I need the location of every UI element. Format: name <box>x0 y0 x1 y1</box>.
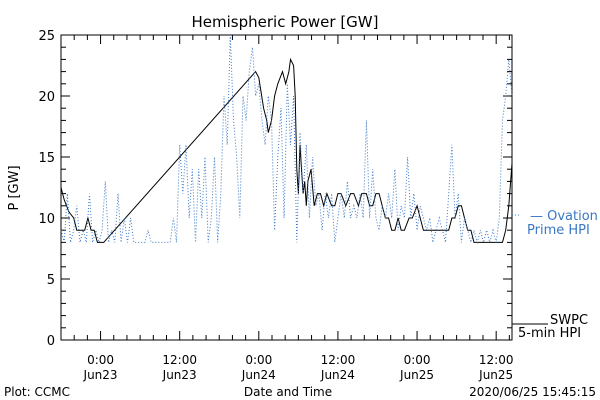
chart-title: Hemispheric Power [GW] <box>192 13 379 31</box>
x-tick-date-label: Jun24 <box>320 368 355 382</box>
y-tick-label: 25 <box>38 29 55 44</box>
y-tick-label: 20 <box>38 90 55 105</box>
legend-ovation-line2: Prime HPI <box>527 223 590 238</box>
y-tick-label: 10 <box>38 212 55 227</box>
x-tick-time-label: 0:00 <box>245 353 272 367</box>
series-layer <box>60 34 513 245</box>
series-line-ovation <box>60 34 513 245</box>
x-tick-time-label: 0:00 <box>87 353 114 367</box>
footer-timestamp: 2020/06/25 15:45:15 <box>469 385 596 399</box>
x-tick-date-label: Jun24 <box>241 368 276 382</box>
x-tick-date-label: Jun25 <box>478 368 513 382</box>
x-tick-time-label: 12:00 <box>162 353 197 367</box>
x-tick-time-label: 0:00 <box>404 353 431 367</box>
x-tick-date-label: Jun23 <box>83 368 118 382</box>
x-tick-time-label: 12:00 <box>479 353 514 367</box>
x-tick-time-label: 12:00 <box>321 353 356 367</box>
x-tick-date-label: Jun25 <box>399 368 434 382</box>
legend-ovation-line1: — Ovation <box>530 209 598 224</box>
x-axis: 0:00Jun2312:00Jun230:00Jun2412:00Jun240:… <box>73 35 514 382</box>
x-axis-label: Date and Time <box>244 385 332 399</box>
y-axis: 0 5 10 15 20 25 <box>38 29 512 349</box>
y-tick-label: 0 <box>47 334 55 349</box>
y-tick-label: 15 <box>38 151 55 166</box>
footer-plot-credit: Plot: CCMC <box>4 385 70 399</box>
legend-swpc-line1: SWPC <box>550 313 588 328</box>
series-line-swpc <box>60 57 513 243</box>
legend-swpc-line2: 5-min HPI <box>518 326 581 341</box>
y-tick-label: 5 <box>47 273 55 288</box>
y-axis-label: P [GW] <box>7 165 22 210</box>
x-tick-date-label: Jun23 <box>162 368 197 382</box>
